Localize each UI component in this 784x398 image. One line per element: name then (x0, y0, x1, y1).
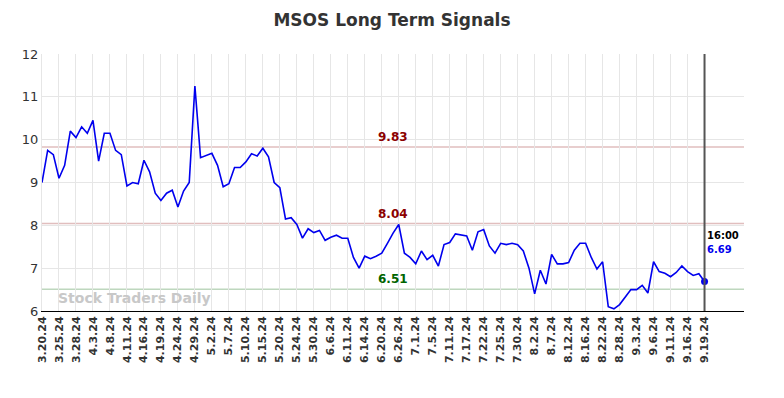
svg-text:4.19.24: 4.19.24 (154, 316, 167, 363)
svg-text:6.69: 6.69 (707, 244, 732, 255)
svg-text:6.14.24: 6.14.24 (358, 316, 371, 363)
svg-text:4.29.24: 4.29.24 (188, 316, 201, 363)
svg-text:6.20.24: 6.20.24 (375, 316, 388, 363)
svg-text:9.6.24: 9.6.24 (647, 316, 660, 355)
svg-text:7.30.24: 7.30.24 (511, 316, 524, 363)
svg-text:8.2.24: 8.2.24 (528, 316, 541, 355)
svg-text:9.19.24: 9.19.24 (698, 316, 711, 363)
svg-text:8.7.24: 8.7.24 (545, 316, 558, 355)
svg-text:5.7.24: 5.7.24 (222, 316, 235, 355)
svg-text:7: 7 (30, 261, 38, 276)
svg-text:7.17.24: 7.17.24 (460, 316, 473, 363)
svg-text:5.20.24: 5.20.24 (273, 316, 286, 363)
svg-text:4.16.24: 4.16.24 (138, 316, 151, 363)
svg-text:Stock Traders Daily: Stock Traders Daily (58, 290, 211, 306)
svg-text:6.51: 6.51 (378, 272, 408, 286)
svg-text:6.11.24: 6.11.24 (341, 316, 354, 363)
svg-text:9.83: 9.83 (378, 130, 408, 144)
svg-text:5.10.24: 5.10.24 (239, 316, 252, 363)
svg-text:8: 8 (30, 218, 38, 233)
svg-text:3.25.24: 3.25.24 (53, 316, 66, 363)
svg-text:5.15.24: 5.15.24 (256, 316, 269, 363)
svg-text:4.8.24: 4.8.24 (104, 316, 117, 355)
svg-text:7.11.24: 7.11.24 (443, 316, 456, 363)
svg-text:5.2.24: 5.2.24 (205, 316, 218, 355)
svg-text:7.1.24: 7.1.24 (409, 316, 422, 355)
svg-text:8.22.24: 8.22.24 (596, 316, 609, 363)
svg-text:8.28.24: 8.28.24 (613, 316, 626, 363)
svg-text:9.16.24: 9.16.24 (681, 316, 694, 363)
svg-text:9.3.24: 9.3.24 (630, 316, 643, 355)
svg-text:3.28.24: 3.28.24 (70, 316, 83, 363)
svg-text:7.25.24: 7.25.24 (494, 316, 507, 363)
svg-text:7.5.24: 7.5.24 (426, 316, 439, 355)
svg-text:8.12.24: 8.12.24 (562, 316, 575, 363)
svg-text:10: 10 (22, 132, 39, 147)
svg-text:6.26.24: 6.26.24 (392, 316, 405, 363)
svg-text:4.24.24: 4.24.24 (171, 316, 184, 363)
svg-text:4.11.24: 4.11.24 (121, 316, 134, 363)
svg-text:16:00: 16:00 (707, 230, 739, 241)
svg-text:6.6.24: 6.6.24 (324, 316, 337, 355)
svg-text:6: 6 (30, 304, 38, 319)
svg-text:5.30.24: 5.30.24 (307, 316, 320, 363)
svg-text:12: 12 (22, 47, 39, 62)
svg-text:7.22.24: 7.22.24 (477, 316, 490, 363)
svg-text:8.04: 8.04 (378, 207, 408, 221)
svg-text:9: 9 (30, 175, 38, 190)
svg-text:4.3.24: 4.3.24 (87, 316, 100, 355)
svg-text:3.20.24: 3.20.24 (36, 316, 49, 363)
svg-text:9.11.24: 9.11.24 (664, 316, 677, 363)
svg-text:11: 11 (22, 89, 39, 104)
svg-text:MSOS Long Term Signals: MSOS Long Term Signals (273, 10, 510, 30)
svg-text:5.24.24: 5.24.24 (290, 316, 303, 363)
svg-text:8.16.24: 8.16.24 (579, 316, 592, 363)
